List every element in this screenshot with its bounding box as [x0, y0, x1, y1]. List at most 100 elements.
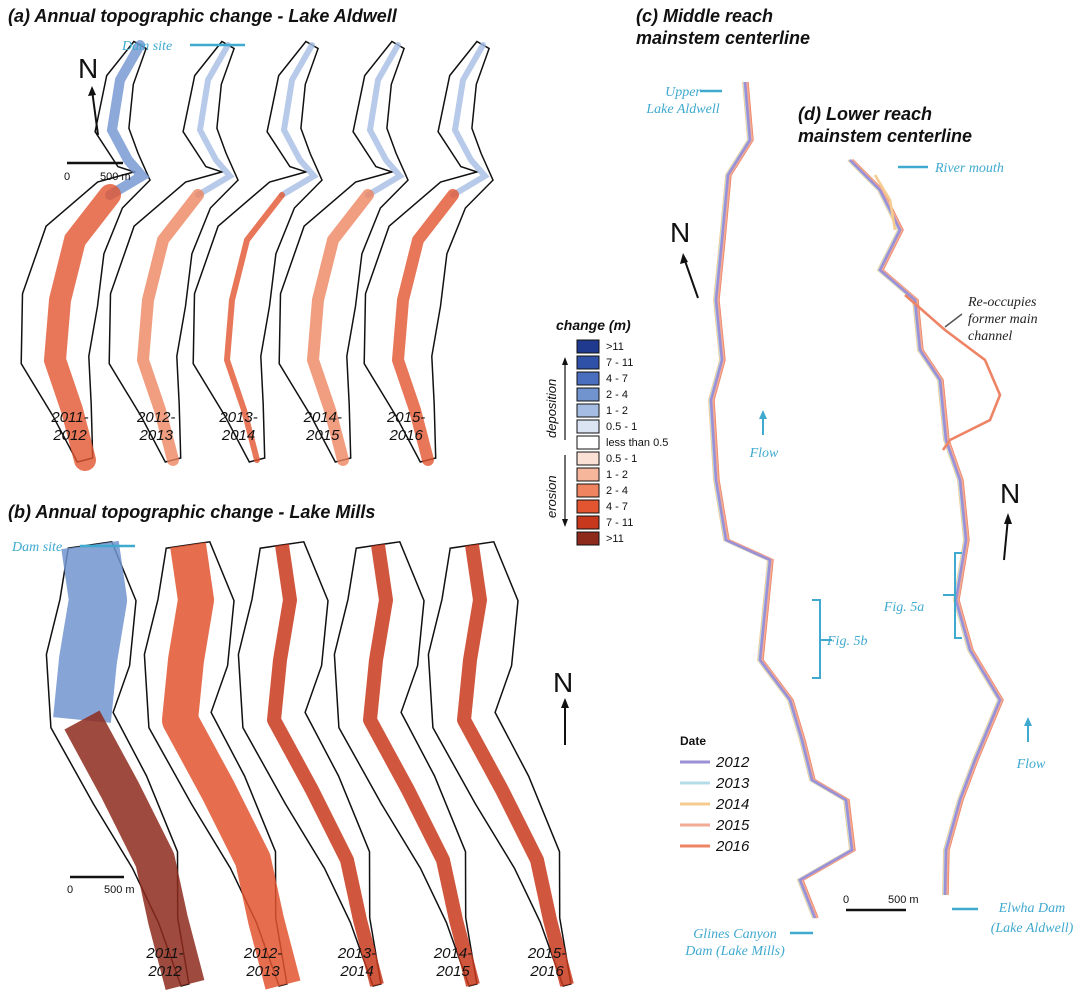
legend-label: >11: [606, 533, 624, 545]
year-label: 2011-2012: [50, 409, 88, 444]
year-label-line: 2015-: [527, 945, 566, 962]
dam-label: Dam site: [11, 540, 62, 555]
panel-c-title-line: (c) Middle reach: [636, 6, 773, 26]
legend-label: 1 - 2: [606, 469, 628, 481]
legend-label: >11: [606, 341, 624, 353]
date-label: 2015: [715, 817, 750, 834]
legend-swatch: [577, 388, 599, 401]
centerline: [850, 160, 1000, 895]
flow-label: Flow: [749, 446, 779, 461]
north-label: N: [1000, 478, 1020, 509]
change-area: [82, 545, 98, 720]
year-label-line: 2015: [305, 427, 340, 444]
upper-label-line: Lake Aldwell: [645, 102, 719, 117]
year-label-line: 2012-: [243, 945, 282, 962]
year-label-line: 2012-: [136, 409, 175, 426]
panel-b-title: (b) Annual topographic change - Lake Mil…: [8, 502, 375, 522]
north-arrow: [92, 90, 98, 135]
year-label-line: 2016: [388, 427, 423, 444]
north-arrow: [684, 258, 698, 298]
centerline: [852, 160, 1002, 895]
legend-swatch: [577, 500, 599, 513]
north-arrowhead: [561, 698, 569, 708]
north-arrow: [1004, 518, 1008, 560]
north-arrowhead: [680, 253, 688, 264]
year-label-line: 2012: [147, 963, 182, 980]
year-label: 2015-2016: [527, 945, 566, 980]
year-label: 2012-2013: [136, 409, 175, 444]
flow-arrowhead: [1024, 717, 1032, 726]
year-label-line: 2016: [529, 963, 564, 980]
legend-swatch: [577, 436, 599, 449]
legend-swatch: [577, 356, 599, 369]
legend-group: erosion: [544, 475, 559, 518]
year-label: 2013-2014: [337, 945, 376, 980]
legend-swatch: [577, 468, 599, 481]
scale-label: 0: [67, 884, 73, 896]
year-label: 2011-2012: [145, 945, 183, 980]
panel-c-title-line: mainstem centerline: [636, 28, 810, 48]
year-label-line: 2013: [245, 963, 280, 980]
dam-label-line: Elwha Dam: [998, 901, 1066, 916]
panel-a-title: (a) Annual topographic change - Lake Ald…: [8, 6, 398, 26]
legend-swatch: [577, 372, 599, 385]
note-line: former main: [968, 312, 1038, 327]
year-label-line: 2014-: [303, 409, 342, 426]
dam-label: Dam site: [121, 39, 172, 54]
north-label: N: [553, 667, 573, 698]
flow-arrowhead: [759, 410, 767, 419]
legend-label: 2 - 4: [606, 389, 628, 401]
legend-label: 0.5 - 1: [606, 453, 637, 465]
legend-swatch: [577, 340, 599, 353]
date-label: 2016: [715, 838, 750, 855]
dam-label-line: Glines Canyon: [693, 927, 777, 942]
mouth-label: River mouth: [934, 161, 1004, 176]
north-arrowhead: [88, 86, 96, 96]
flow-label: Flow: [1016, 757, 1046, 772]
panel-d-title-line: (d) Lower reach: [798, 104, 932, 124]
legend-label: 4 - 7: [606, 373, 628, 385]
legend-swatch: [577, 484, 599, 497]
centerline: [848, 160, 998, 895]
year-label: 2014-2015: [433, 945, 472, 980]
legend-swatch: [577, 420, 599, 433]
scale-label: 0: [843, 894, 849, 906]
legend-swatch: [577, 532, 599, 545]
figure: (a) Annual topographic change - Lake Ald…: [0, 0, 1084, 997]
centerline: [852, 160, 1002, 895]
date-label: 2013: [715, 775, 750, 792]
year-label-line: 2011-: [145, 945, 183, 962]
year-label: 2014-2015: [303, 409, 342, 444]
arrowhead: [562, 357, 568, 365]
year-label-line: 2011-: [50, 409, 88, 426]
legend-label: less than 0.5: [606, 437, 668, 449]
scale-label: 0: [64, 171, 70, 183]
year-label-line: 2013: [139, 427, 174, 444]
dam-label: Elwha Dam (Lake Aldwell): [991, 901, 1074, 936]
centerline: [849, 160, 999, 895]
legend-swatch: [577, 404, 599, 417]
legend-title: change (m): [556, 317, 631, 333]
year-label-line: 2015: [435, 963, 470, 980]
legend-swatch: [577, 516, 599, 529]
note-line: channel: [968, 329, 1012, 344]
dam-label-line: Dam (Lake Mills): [684, 944, 785, 959]
legend-group: deposition: [544, 379, 559, 438]
year-label-line: 2012: [52, 427, 87, 444]
centerline: [709, 82, 850, 918]
dam-label-line: (Lake Aldwell): [991, 921, 1074, 936]
scale-label: 500 m: [888, 894, 919, 906]
year-label-line: 2013-: [337, 945, 376, 962]
fig-ref: Fig. 5a: [883, 600, 924, 615]
legend-label: 7 - 11: [606, 517, 633, 529]
year-label-line: 2014: [339, 963, 373, 980]
north-arrowhead: [1004, 513, 1012, 524]
year-label: 2012-2013: [243, 945, 282, 980]
panel-d-title-line: mainstem centerline: [798, 126, 972, 146]
year-label-line: 2014: [221, 427, 255, 444]
date-label: 2012: [715, 754, 750, 771]
legend-label: 7 - 11: [606, 357, 633, 369]
